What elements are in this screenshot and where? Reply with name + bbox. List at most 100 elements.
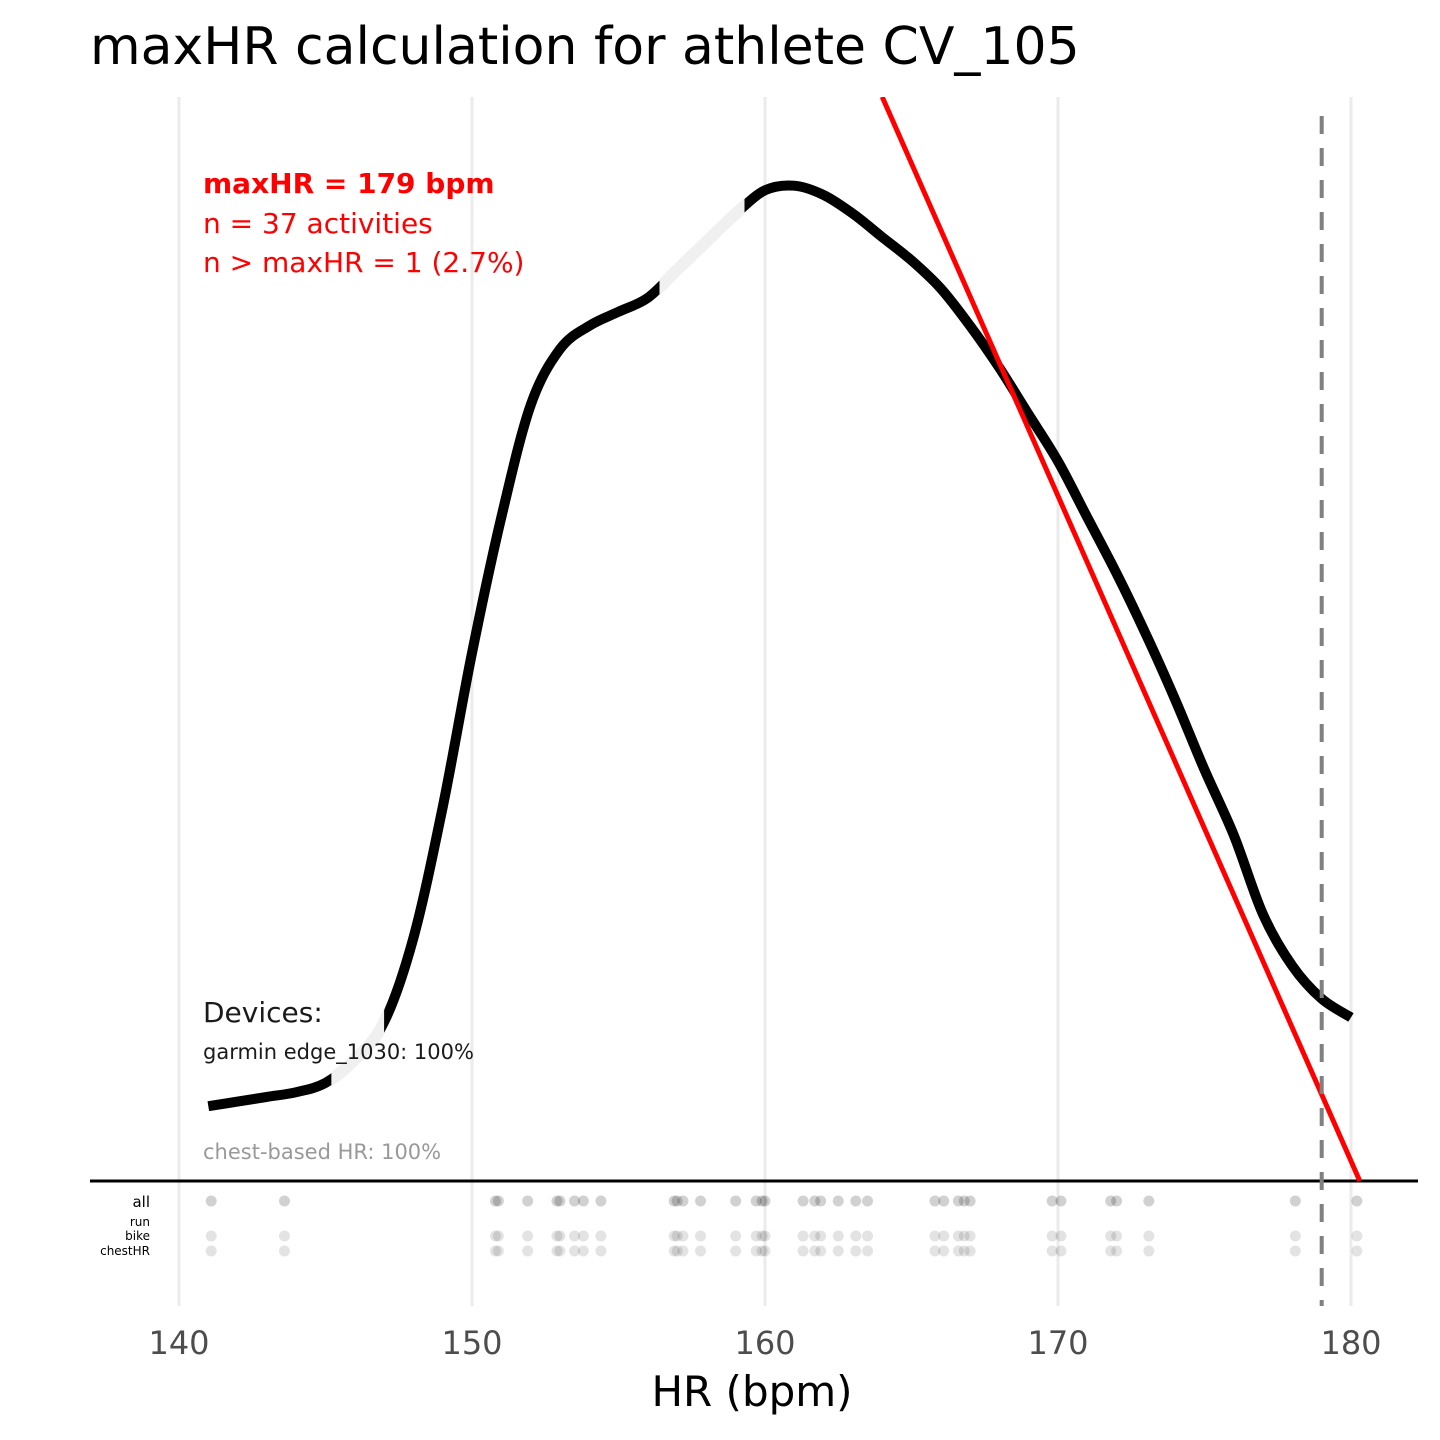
rug-point-bike (1111, 1230, 1123, 1242)
rug-point-chestHR (929, 1245, 941, 1257)
rug-point-all (815, 1195, 827, 1207)
rug-point-chestHR (964, 1245, 976, 1257)
x-axis-label: HR (bpm) (651, 1367, 852, 1416)
rug-point-all (1111, 1195, 1123, 1207)
rug-point-chestHR (695, 1245, 707, 1257)
rug-point-chestHR (671, 1245, 683, 1257)
density-curve-light-segment (659, 197, 745, 296)
x-tick-label: 170 (1027, 1324, 1088, 1362)
rug-point-all (759, 1195, 771, 1207)
n-activities-label: n = 37 activities (203, 207, 433, 240)
rug-point-chestHR (1055, 1245, 1067, 1257)
rug-point-bike (750, 1230, 762, 1242)
rug-point-chestHR (850, 1245, 862, 1257)
rug-point-chestHR (1111, 1245, 1123, 1257)
rug-point-all (595, 1195, 607, 1207)
rug-point-chestHR (938, 1245, 950, 1257)
rug-point-chestHR (595, 1245, 607, 1257)
rug-point-chestHR (1046, 1245, 1058, 1257)
rug-point-bike (1055, 1230, 1067, 1242)
rug-point-all (1055, 1195, 1067, 1207)
maxhr-label: maxHR = 179 bpm (203, 167, 495, 200)
rug-point-all (1289, 1195, 1301, 1207)
rug-point-bike (551, 1230, 563, 1242)
rug-point-chestHR (205, 1245, 217, 1257)
rug-point-bike (730, 1230, 742, 1242)
rug-point-bike (1105, 1230, 1117, 1242)
rug-point-chestHR (492, 1245, 504, 1257)
rug-point-bike (668, 1230, 680, 1242)
rug-point-chestHR (756, 1245, 768, 1257)
rug-point-all (929, 1195, 941, 1207)
rug-point-bike (929, 1230, 941, 1242)
rug-point-bike (671, 1230, 683, 1242)
rug-row-label-chesthr: chestHR (100, 1244, 150, 1258)
rug-point-bike (1046, 1230, 1058, 1242)
devices-title: Devices: (203, 996, 323, 1029)
rug-point-chestHR (554, 1245, 566, 1257)
rug-point-all (964, 1195, 976, 1207)
rug-point-chestHR (862, 1245, 874, 1257)
rug-point-chestHR (577, 1245, 589, 1257)
density-curve-light-path (331, 1007, 385, 1087)
rug-point-bike (797, 1230, 809, 1242)
rug-point-all (677, 1195, 689, 1207)
rug-point-all (832, 1195, 844, 1207)
x-tick-label: 160 (734, 1324, 795, 1362)
rug-point-chestHR (952, 1245, 964, 1257)
rug-row-label-all: all (132, 1193, 150, 1211)
density-curve-light-path (659, 197, 745, 296)
rug-point-bike (554, 1230, 566, 1242)
rug-point-bike (809, 1230, 821, 1242)
x-tick-label: 150 (441, 1324, 502, 1362)
rug-point-chestHR (832, 1245, 844, 1257)
rug-point-chestHR (278, 1245, 290, 1257)
rug-point-all (492, 1195, 504, 1207)
rug-point-all (1351, 1195, 1363, 1207)
rug-point-bike (815, 1230, 827, 1242)
rug-point-all (809, 1195, 821, 1207)
rug-point-chestHR (730, 1245, 742, 1257)
rug-point-bike (577, 1230, 589, 1242)
rug-point-chestHR (522, 1245, 534, 1257)
rug-point-all (1143, 1195, 1155, 1207)
rug-row-label-bike: bike (125, 1229, 150, 1243)
rug-point-all (730, 1195, 742, 1207)
rug-point-bike (964, 1230, 976, 1242)
rug-point-bike (958, 1230, 970, 1242)
rug-point-bike (938, 1230, 950, 1242)
rug-point-bike (1143, 1230, 1155, 1242)
x-tick-labels: 140 150 160 170 180 (148, 1324, 1381, 1362)
tangent-line (879, 97, 1363, 1183)
rug-point-all (569, 1195, 581, 1207)
rug-point-chestHR (958, 1245, 970, 1257)
rug-point-chestHR (750, 1245, 762, 1257)
rug-point-bike (759, 1230, 771, 1242)
rug-point-all (938, 1195, 950, 1207)
rug-point-bike (489, 1230, 501, 1242)
rug-point-chestHR (809, 1245, 821, 1257)
rug-point-chestHR (1105, 1245, 1117, 1257)
rug-point-chestHR (1351, 1245, 1363, 1257)
rug-point-all (952, 1195, 964, 1207)
maxhr-annotation: maxHR = 179 bpm n = 37 activities n > ma… (203, 167, 524, 279)
rug-point-all (671, 1195, 683, 1207)
devices-annotation: Devices: garmin edge_1030: 100% (203, 996, 474, 1065)
rug-point-all (958, 1195, 970, 1207)
rug-point-chestHR (1289, 1245, 1301, 1257)
density-curve-light-segment (331, 1007, 385, 1087)
grid-lines (177, 97, 1353, 1306)
density-curve-group (207, 97, 1363, 1183)
rug-point-all (489, 1195, 501, 1207)
rug-point-all (668, 1195, 680, 1207)
rug-point-all (551, 1195, 563, 1207)
rug-point-all (695, 1195, 707, 1207)
rug-point-chestHR (569, 1245, 581, 1257)
rug-point-bike (677, 1230, 689, 1242)
rug-point-chestHR (759, 1245, 771, 1257)
rug-point-bike (205, 1230, 217, 1242)
rug-point-all (797, 1195, 809, 1207)
x-tick-label: 140 (148, 1324, 209, 1362)
rug-point-all (1105, 1195, 1117, 1207)
